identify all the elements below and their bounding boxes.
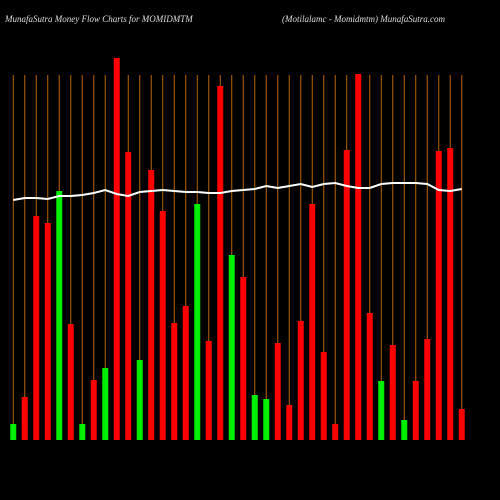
bar <box>56 191 63 440</box>
bar <box>251 395 258 440</box>
bar <box>159 211 166 440</box>
bar <box>309 204 316 440</box>
bar <box>205 341 212 440</box>
bar <box>148 170 155 440</box>
bar <box>125 152 132 440</box>
bar <box>263 399 270 440</box>
bar <box>194 204 201 440</box>
bar <box>355 74 362 440</box>
bar <box>297 321 304 440</box>
bar <box>240 277 247 440</box>
bar <box>102 368 109 440</box>
bar <box>33 216 40 440</box>
bar <box>136 360 143 440</box>
bar <box>458 409 465 440</box>
bar <box>389 345 396 440</box>
bar <box>320 352 327 440</box>
chart-subtitle: (Motilalamc - Momidmtm) MunafaSutra.com <box>282 14 445 24</box>
bar <box>44 223 51 440</box>
bar <box>228 255 235 440</box>
bar <box>217 86 224 440</box>
bar <box>401 420 408 440</box>
flow-line <box>13 181 462 201</box>
bar <box>79 424 86 440</box>
bar <box>113 58 120 440</box>
chart-title: MunafaSutra Money Flow Charts for MOMIDM… <box>4 14 193 24</box>
bar <box>424 339 431 440</box>
bar <box>286 405 293 440</box>
bar <box>67 324 74 440</box>
bar <box>171 323 178 440</box>
bar <box>332 424 339 440</box>
bar <box>412 381 419 440</box>
bar <box>10 424 17 440</box>
bar <box>274 343 281 440</box>
bar <box>435 151 442 440</box>
bar <box>343 150 350 440</box>
bar <box>90 380 97 440</box>
bar <box>447 148 454 440</box>
bar <box>21 397 28 440</box>
bar <box>182 306 189 440</box>
bar <box>378 381 385 440</box>
bar <box>366 313 373 440</box>
